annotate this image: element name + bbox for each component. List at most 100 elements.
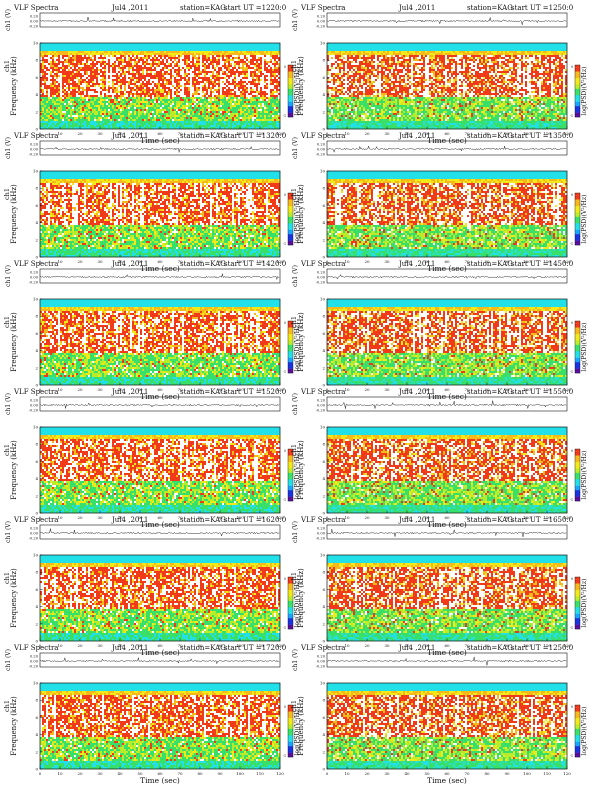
spectrogram-cell	[76, 51, 78, 53]
spectrogram-cell	[188, 79, 190, 81]
spectrogram-cell	[46, 85, 48, 87]
spectrogram-cell	[56, 51, 58, 53]
spectrogram-cell	[70, 59, 72, 61]
spectrogram-cell	[54, 59, 56, 61]
spectrogram-cell	[210, 67, 212, 69]
spectrogram-cell	[142, 85, 144, 87]
spectrogram-cell	[68, 67, 70, 69]
spectrogram-cell	[210, 51, 212, 53]
spectrogram-cell	[132, 57, 134, 59]
spectrogram-cell	[194, 63, 196, 65]
spectrogram-cell	[64, 59, 66, 61]
spectrogram-cell	[140, 53, 142, 55]
spectrogram-cell	[268, 67, 270, 69]
spectrogram-cell	[188, 51, 190, 53]
spectrogram-cell	[118, 67, 120, 69]
spectrogram-cell	[238, 69, 240, 71]
spectrogram-cell	[240, 57, 242, 59]
spectrogram-cell	[228, 57, 230, 59]
spectrogram-cell	[54, 75, 56, 77]
spectrogram-cell	[250, 83, 252, 85]
spectrogram-cell	[84, 45, 86, 47]
spectrogram-cell	[220, 67, 222, 69]
spectrogram-cell	[108, 83, 110, 85]
spectrogram-cell	[124, 57, 126, 59]
spectrogram-cell	[84, 79, 86, 81]
spectrogram-cell	[188, 71, 190, 73]
spectrogram-cell	[224, 47, 226, 49]
spectrogram-cell	[116, 55, 118, 57]
spectrogram-cell	[104, 45, 106, 47]
spectrogram-cell	[204, 53, 206, 55]
spectrogram-cell	[220, 47, 222, 49]
spectrogram-cell	[258, 81, 260, 83]
spectrogram-cell	[228, 77, 230, 79]
spectrogram-cell	[130, 67, 132, 69]
spectrogram-cell	[198, 61, 200, 63]
spectrogram-cell	[98, 75, 100, 77]
spectrogram-cell	[234, 77, 236, 79]
spectrogram-cell	[274, 73, 276, 75]
spectrogram-cell	[218, 45, 220, 47]
spectrogram-cell	[172, 53, 174, 55]
spectrogram-cell	[166, 81, 168, 83]
spectrogram-cell	[190, 79, 192, 81]
spectrogram-cell	[64, 57, 66, 59]
spectrogram-cell	[176, 53, 178, 55]
spectrogram-cell	[160, 79, 162, 81]
spectrogram-cell	[184, 57, 186, 59]
spectrogram-cell	[104, 71, 106, 73]
spectrogram-cell	[86, 45, 88, 47]
spectrogram-cell	[224, 59, 226, 61]
spectrogram-cell	[256, 71, 258, 73]
spectrogram-cell	[260, 71, 262, 73]
spectrogram-cell	[178, 47, 180, 49]
spectrogram-cell	[206, 59, 208, 61]
spectrogram-cell	[96, 71, 98, 73]
spectrogram-cell	[170, 79, 172, 81]
spectrogram-cell	[118, 77, 120, 79]
spectrogram-cell	[240, 79, 242, 81]
spectrogram-cell	[228, 55, 230, 57]
spectrogram-cell	[266, 63, 268, 65]
spectrogram-cell	[264, 73, 266, 75]
spectrogram-cell	[244, 61, 246, 63]
spectrogram-cell	[82, 83, 84, 85]
spectrogram-cell	[172, 61, 174, 63]
spectrogram-cell	[120, 77, 122, 79]
spectrogram-cell	[262, 53, 264, 55]
spectrogram-cell	[150, 73, 152, 75]
spectrogram-cell	[168, 75, 170, 77]
spectrogram-cell	[54, 71, 56, 73]
spectrogram-cell	[156, 85, 158, 87]
panel-station: station=KAG	[180, 4, 226, 12]
spectrogram-cell	[74, 73, 76, 75]
spectrogram-cell	[142, 75, 144, 77]
spectrogram-cell	[80, 69, 82, 71]
spectrogram-cell	[166, 63, 168, 65]
spectrogram-cell	[58, 51, 60, 53]
spectrogram-cell	[86, 63, 88, 65]
spectrogram-cell	[68, 81, 70, 83]
spectrogram-cell	[88, 77, 90, 79]
spectrogram-cell	[134, 47, 136, 49]
spectrogram-cell	[68, 51, 70, 53]
spectrogram-cell	[256, 61, 258, 63]
spectrogram-cell	[146, 69, 148, 71]
spectrogram-cell	[154, 83, 156, 85]
spectrogram-cell	[106, 85, 108, 87]
spectrogram-cell	[156, 81, 158, 83]
spectrogram-cell	[88, 63, 90, 65]
spectrogram-cell	[88, 47, 90, 49]
spectrogram-cell	[272, 55, 274, 57]
spectrogram-cell	[238, 61, 240, 63]
spectrogram-cell	[194, 81, 196, 83]
spectrogram-cell	[112, 67, 114, 69]
spectrogram-cell	[160, 51, 162, 53]
spectrogram-cell	[268, 79, 270, 81]
spectrogram-cell	[52, 57, 54, 59]
spectrogram-cell	[134, 65, 136, 67]
spectrogram-cell	[176, 85, 178, 87]
spectrogram-cell	[236, 67, 238, 69]
spectrogram-cell	[86, 81, 88, 83]
